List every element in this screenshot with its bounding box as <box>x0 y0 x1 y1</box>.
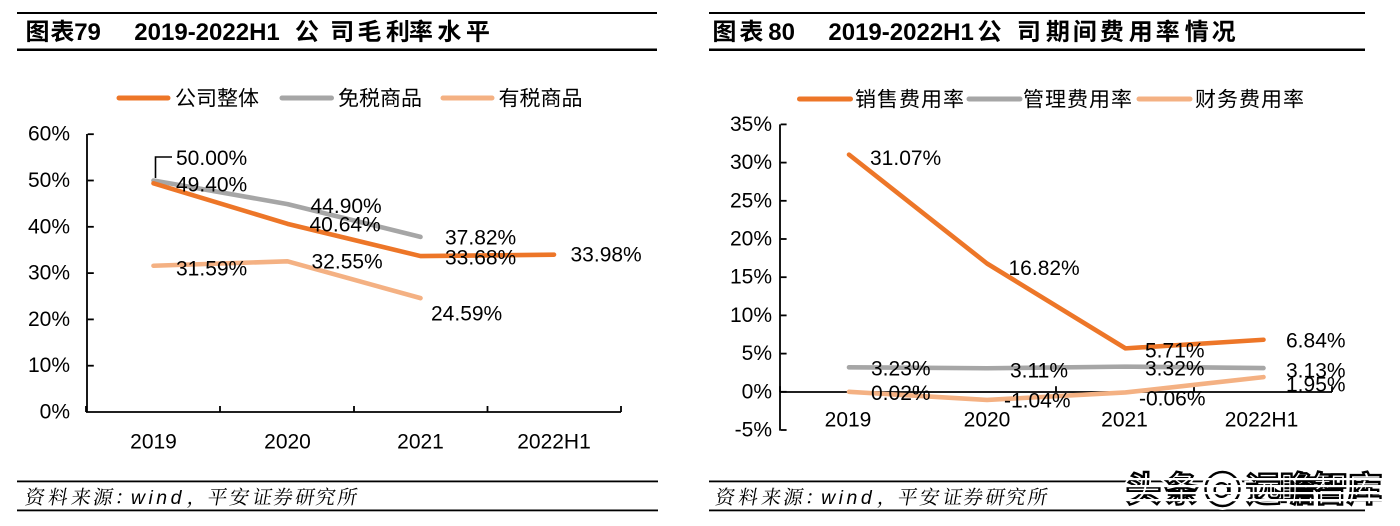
svg-text:15%: 15% <box>730 266 772 289</box>
svg-text:2021: 2021 <box>397 431 444 454</box>
svg-text:35%: 35% <box>730 113 772 136</box>
svg-text:79: 79 <box>74 19 101 46</box>
svg-text:10%: 10% <box>28 354 70 377</box>
svg-text:25%: 25% <box>730 189 772 212</box>
svg-text:24.59%: 24.59% <box>431 303 502 326</box>
svg-text:3.11%: 3.11% <box>1010 360 1068 383</box>
svg-text:-1.04%: -1.04% <box>1004 390 1071 413</box>
svg-text:2019-2022H1: 2019-2022H1 <box>134 19 279 46</box>
svg-text:80: 80 <box>768 19 795 46</box>
svg-text:-5%: -5% <box>735 419 772 442</box>
svg-text:20%: 20% <box>730 228 772 251</box>
svg-text:32.55%: 32.55% <box>312 251 383 274</box>
svg-text:2019-2022H1: 2019-2022H1 <box>828 19 973 46</box>
svg-text:50.00%: 50.00% <box>176 147 247 170</box>
svg-text:0.02%: 0.02% <box>871 382 931 405</box>
svg-text:33.98%: 33.98% <box>571 244 642 267</box>
svg-text:2020: 2020 <box>964 409 1011 432</box>
svg-text:44.90%: 44.90% <box>311 195 382 218</box>
svg-text:10%: 10% <box>730 304 772 327</box>
svg-text:5.71%: 5.71% <box>1145 340 1205 363</box>
svg-text:40.64%: 40.64% <box>310 214 381 237</box>
svg-text:20%: 20% <box>28 308 70 331</box>
svg-text:30%: 30% <box>28 262 70 285</box>
svg-text:3.32%: 3.32% <box>1145 358 1205 381</box>
svg-text:30%: 30% <box>730 151 772 174</box>
svg-text:31.07%: 31.07% <box>870 147 941 170</box>
svg-text:0%: 0% <box>742 380 772 403</box>
svg-text:40%: 40% <box>28 215 70 238</box>
svg-text:2021: 2021 <box>1101 409 1148 432</box>
svg-text:2020: 2020 <box>264 431 311 454</box>
svg-text:50%: 50% <box>28 169 70 192</box>
svg-text:wind: wind <box>131 487 185 509</box>
svg-text:wind: wind <box>821 487 875 509</box>
svg-text:-0.06%: -0.06% <box>1139 388 1206 411</box>
svg-text:3.23%: 3.23% <box>871 358 931 381</box>
svg-text:2019: 2019 <box>130 431 177 454</box>
svg-text:37.82%: 37.82% <box>445 227 516 250</box>
svg-text:1.95%: 1.95% <box>1286 374 1346 397</box>
svg-text:33.68%: 33.68% <box>445 247 516 270</box>
svg-text:60%: 60% <box>28 123 70 146</box>
svg-text:31.59%: 31.59% <box>176 258 247 281</box>
svg-text:5%: 5% <box>742 342 772 365</box>
svg-text:3.13%: 3.13% <box>1286 360 1346 383</box>
svg-text:0%: 0% <box>40 401 70 424</box>
svg-text:2022H1: 2022H1 <box>517 431 591 454</box>
svg-text:16.82%: 16.82% <box>1009 257 1080 280</box>
svg-text:2019: 2019 <box>825 409 872 432</box>
svg-text:6.84%: 6.84% <box>1286 330 1346 353</box>
svg-text:49.40%: 49.40% <box>176 174 247 197</box>
svg-text:2022H1: 2022H1 <box>1225 409 1299 432</box>
